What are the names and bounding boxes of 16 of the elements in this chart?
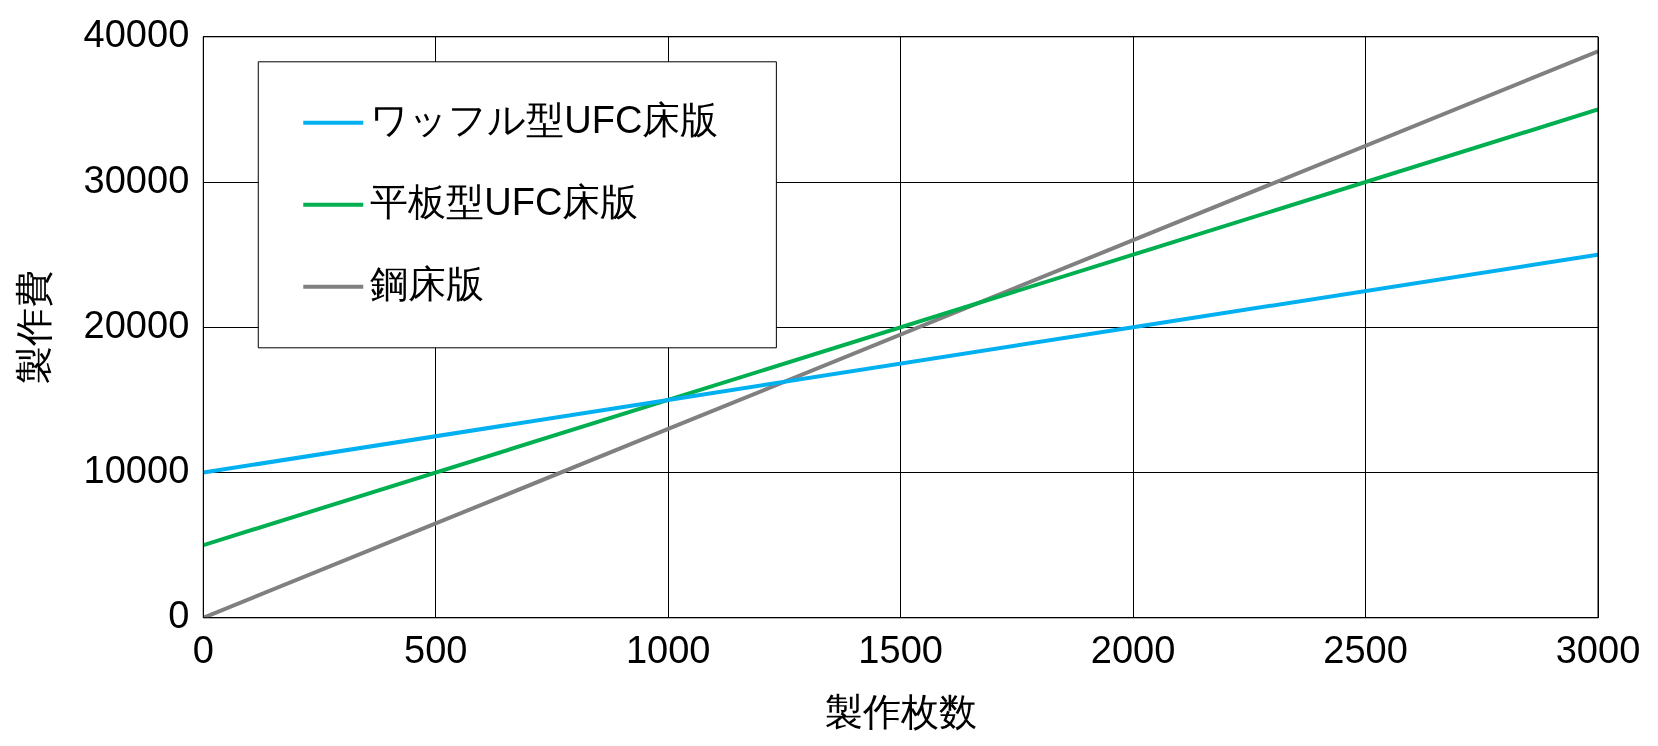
- x-tick-label: 1000: [625, 629, 711, 672]
- y-axis-title: 製作費: [13, 270, 56, 385]
- legend-label: 鋼床版: [370, 263, 485, 306]
- y-tick-label: 0: [168, 594, 190, 637]
- y-tick-label: 40000: [83, 13, 190, 56]
- x-tick-label: 500: [404, 629, 468, 672]
- x-tick-label: 2000: [1090, 629, 1176, 672]
- legend-label: ワッフル型UFC床版: [370, 99, 719, 142]
- x-tick-label: 2500: [1323, 629, 1408, 672]
- y-tick-label: 10000: [83, 449, 190, 492]
- legend-label: 平板型UFC床版: [370, 181, 639, 224]
- x-tick-label: 3000: [1555, 629, 1641, 672]
- y-tick-label: 30000: [83, 158, 190, 201]
- y-tick-label: 20000: [83, 303, 190, 346]
- x-tick-label: 1500: [858, 629, 943, 672]
- x-axis-title: 製作枚数: [824, 690, 977, 733]
